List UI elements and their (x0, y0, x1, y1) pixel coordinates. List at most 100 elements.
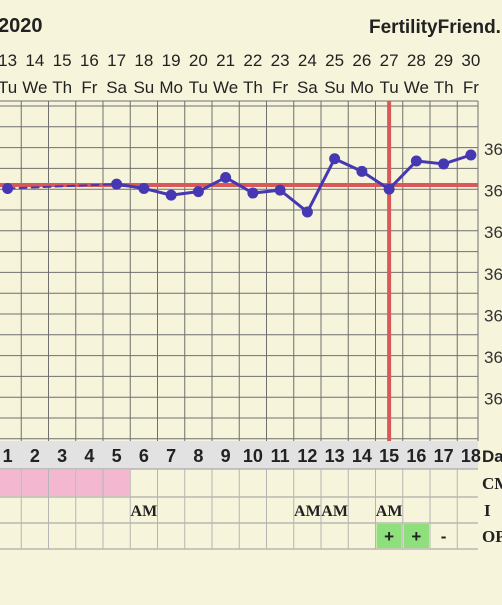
cm-cell-pink (49, 470, 76, 496)
date-label: 15 (53, 51, 72, 70)
date-label: 24 (298, 51, 317, 70)
temp-point (2, 182, 14, 194)
date-label: 23 (271, 51, 290, 70)
weekday-label: Sa (106, 78, 127, 97)
date-label: 20 (189, 51, 208, 70)
y-tick-label: 36 (484, 348, 502, 367)
y-tick-label: 36 (484, 223, 502, 242)
cycle-day-label: 4 (84, 446, 94, 466)
temp-point (247, 187, 259, 199)
cycle-day-label: 17 (434, 446, 454, 466)
opk-mark: + (384, 527, 394, 546)
cm-cell-pink (21, 470, 48, 496)
cycle-day-label: 14 (352, 446, 372, 466)
date-label: 19 (162, 51, 181, 70)
weekday-label: Mo (159, 78, 183, 97)
cycle-day-label: 8 (193, 446, 203, 466)
temp-line-segment (278, 188, 309, 214)
date-label: 27 (380, 51, 399, 70)
date-label: 26 (352, 51, 371, 70)
temp-point (465, 149, 477, 161)
cycle-day-label: 13 (325, 446, 345, 466)
cycle-day-label: 2 (30, 446, 40, 466)
y-tick-label: 36 (484, 390, 502, 409)
cycle-day-row-bg (0, 441, 478, 469)
cycle-day-label: 3 (57, 446, 67, 466)
row-label-day: Da (482, 447, 502, 466)
temp-point (301, 206, 313, 218)
date-label: 25 (325, 51, 344, 70)
temp-line-segment (305, 157, 337, 214)
date-label: 13 (0, 51, 17, 70)
weekday-label: We (22, 78, 47, 97)
temp-point (220, 171, 232, 183)
weekday-label: Sa (297, 78, 318, 97)
cycle-day-label: 12 (297, 446, 317, 466)
opk-mark: - (441, 527, 447, 546)
cycle-day-label: 18 (461, 446, 481, 466)
weekday-label: Su (133, 78, 154, 97)
cm-cell-pink (0, 470, 21, 496)
temp-point (410, 155, 422, 167)
weekday-label: Tu (380, 78, 399, 97)
temp-point (111, 178, 123, 190)
y-tick-label: 36 (484, 306, 502, 325)
cycle-day-label: 10 (243, 446, 263, 466)
date-label: 22 (243, 51, 262, 70)
intercourse-mark: AM (321, 503, 348, 520)
cm-cell-pink (76, 470, 103, 496)
weekday-label: Su (324, 78, 345, 97)
temp-point (274, 184, 286, 196)
row-label-i: I (484, 501, 491, 520)
weekday-label: Th (434, 78, 454, 97)
weekday-label: Tu (189, 78, 208, 97)
date-label: 17 (107, 51, 126, 70)
temp-point (165, 189, 177, 201)
weekday-label: Fr (463, 78, 479, 97)
temp-line-segment (387, 159, 418, 191)
temp-point (438, 158, 450, 170)
y-tick-label: 36 (484, 265, 502, 284)
cycle-day-label: 6 (139, 446, 149, 466)
brand-label: FertilityFriend. (369, 17, 501, 38)
weekday-label: Tu (0, 78, 17, 97)
weekday-label: We (404, 78, 429, 97)
date-label: 21 (216, 51, 235, 70)
weekday-label: Fr (272, 78, 288, 97)
cycle-day-label: 15 (379, 446, 399, 466)
temp-point (356, 165, 368, 177)
cycle-day-label: 9 (221, 446, 231, 466)
weekday-label: We (213, 78, 238, 97)
y-tick-label: 36 (484, 182, 502, 201)
opk-cell-positive (376, 524, 402, 548)
cycle-day-label: 1 (3, 446, 13, 466)
cycle-day-label: 7 (166, 446, 176, 466)
cycle-day-label: 16 (406, 446, 426, 466)
row-label-cm: CM (482, 474, 502, 493)
temp-point (383, 183, 395, 195)
year-label: 2020 (0, 15, 43, 37)
intercourse-mark: AM (294, 503, 321, 520)
date-label: 29 (434, 51, 453, 70)
y-tick-label: 36 (484, 140, 502, 159)
cycle-day-label: 5 (112, 446, 122, 466)
temp-point (329, 153, 341, 165)
intercourse-mark: AM (131, 503, 158, 520)
date-label: 28 (407, 51, 426, 70)
temp-point (192, 186, 204, 198)
cm-cell-pink (103, 470, 130, 496)
date-label: 18 (134, 51, 153, 70)
opk-cell-positive (403, 524, 429, 548)
weekday-label: Th (243, 78, 263, 97)
intercourse-mark: AM (376, 503, 403, 520)
weekday-label: Fr (81, 78, 97, 97)
date-label: 30 (461, 51, 480, 70)
row-label-opk: OP (482, 527, 502, 546)
cycle-day-label: 11 (271, 446, 290, 466)
date-label: 14 (25, 51, 44, 70)
temp-point (138, 182, 150, 194)
date-label: 16 (80, 51, 99, 70)
weekday-label: Th (52, 78, 72, 97)
